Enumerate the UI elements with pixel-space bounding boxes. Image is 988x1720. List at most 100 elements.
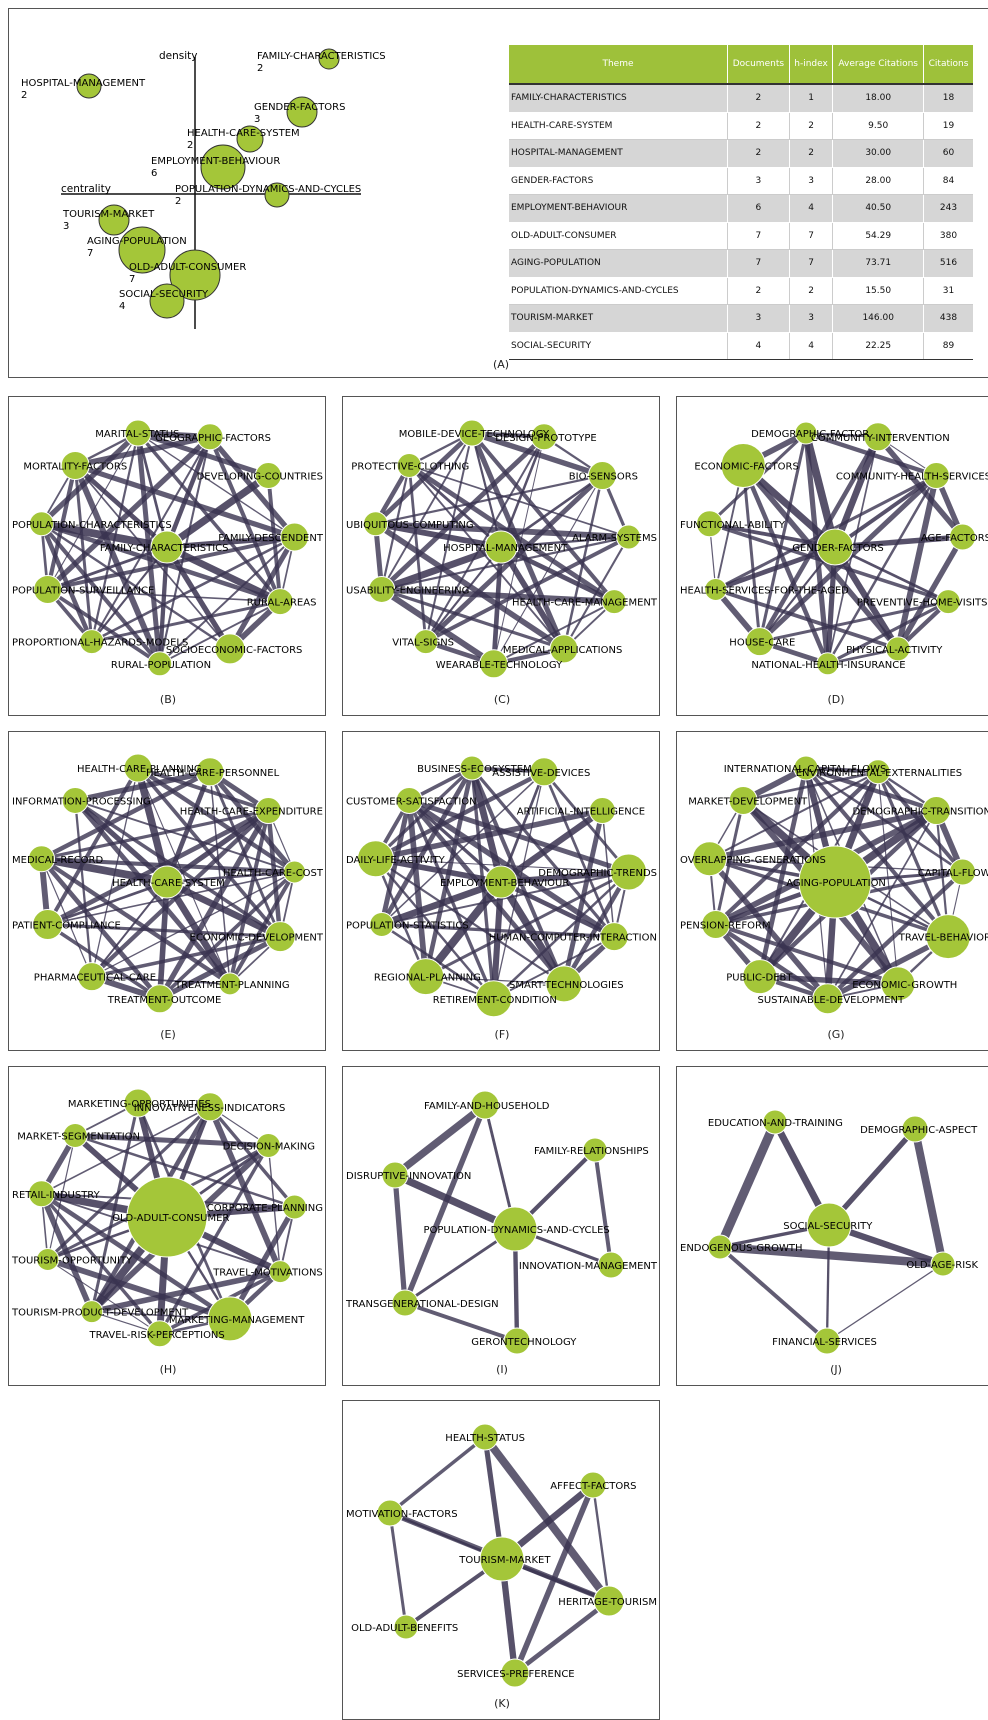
table-cell: 7 <box>728 250 790 278</box>
node-label: MARKETING-MANAGEMENT <box>169 1315 305 1326</box>
table-cell: 40.50 <box>833 195 924 223</box>
node-label: MORTALITY-FACTORS <box>23 462 127 473</box>
node-label: POPULATION-CHARACTERISTICS <box>12 520 172 531</box>
node-label: PROTECTIVE-CLOTHING <box>351 462 469 473</box>
node-label: CUSTOMER-SATISFACTION <box>346 797 477 808</box>
node-label: AGING-POPULATION <box>786 878 886 889</box>
panel-label-a: (A) <box>481 358 521 371</box>
node-label: OVERLAPPING-GENERATIONS <box>680 855 826 866</box>
table-cell: 60 <box>924 140 973 168</box>
node-label: EDUCATION-AND-TRAINING <box>708 1118 843 1129</box>
node-label: POPULATION-SURVEILLANCE <box>12 585 154 596</box>
node-label: TREATMENT-PLANNING <box>174 980 290 991</box>
edge <box>827 1264 943 1341</box>
table-cell: TOURISM-MARKET <box>509 305 728 333</box>
bubble-count: 2 <box>21 90 27 101</box>
node-label: TREATMENT-OUTCOME <box>107 995 222 1006</box>
network-graph-c: HOSPITAL-MANAGEMENTDESIGN-PROTOTYPEBIO-S… <box>343 397 659 713</box>
node-label: AGE-FACTORS <box>921 533 988 544</box>
node-label: HEALTH-CARE-EXPENDITURE <box>180 807 323 818</box>
node-label: FAMILY-RELATIONSHIPS <box>534 1146 649 1157</box>
node-label: TRAVEL-BEHAVIOR <box>898 933 988 944</box>
node-label: HEALTH-CARE-PLANNING <box>77 764 202 775</box>
node-label: INTERNATIONAL-CAPITAL-FLOWS <box>724 764 887 775</box>
bubble-label: TOURISM-MARKET <box>62 209 155 220</box>
node-label: CAPITAL-FLOW <box>918 868 988 879</box>
axis-label-density: density <box>159 50 198 62</box>
table-cell: GENDER-FACTORS <box>509 167 728 195</box>
panel-label-i: (I) <box>482 1363 522 1376</box>
table-cell: 380 <box>924 222 973 250</box>
table-cell: 15.50 <box>833 277 924 305</box>
network-graph-b: FAMILY-CHARACTERISTICSGEOGRAPHIC-FACTORS… <box>9 397 325 713</box>
network-graph-f: EMPLOYMENT-BEHAVIOURASSISTIVE-DEVICESART… <box>343 732 659 1048</box>
edge <box>915 1129 943 1264</box>
node-label: INNOVATION-MANAGEMENT <box>519 1261 658 1272</box>
panel-label-g: (G) <box>816 1028 856 1041</box>
node-label: FAMILY-CHARACTERISTICS <box>100 543 229 554</box>
panel-label-k: (K) <box>482 1697 522 1710</box>
table-header-1: Documents <box>728 45 790 84</box>
node-label: RURAL-POPULATION <box>111 660 211 671</box>
node-label: SMART-TECHNOLOGIES <box>509 980 624 991</box>
edge <box>720 1247 827 1341</box>
table-cell: 73.71 <box>833 250 924 278</box>
table-cell: 146.00 <box>833 305 924 333</box>
table-cell: 3 <box>728 167 790 195</box>
node-label: PENSION-REFORM <box>680 920 771 931</box>
table-cell: 243 <box>924 195 973 223</box>
table-cell: POPULATION-DYNAMICS-AND-CYCLES <box>509 277 728 305</box>
network-graph-d: GENDER-FACTORSCOMMUNITY-INTERVENTIONCOMM… <box>677 397 988 713</box>
bubble-count: 2 <box>257 63 263 74</box>
edge <box>395 1175 405 1303</box>
table-cell: 54.29 <box>833 222 924 250</box>
node-label: DAILY-LIFE-ACTIVITY <box>346 855 446 866</box>
table-cell: 3 <box>789 167 833 195</box>
node-label: DEMOGRAPHIC-ASPECT <box>860 1125 978 1136</box>
node-label: ENDOGENOUS-GROWTH <box>680 1243 803 1254</box>
node-label: RETIREMENT-CONDITION <box>433 995 557 1006</box>
edge <box>48 1259 160 1333</box>
edge <box>390 1437 485 1513</box>
node-label: MARKETING-OPPORTUNITIES <box>68 1099 211 1110</box>
node-label: DEVELOPING-COUNTRIES <box>197 472 323 483</box>
edge <box>390 1513 406 1627</box>
node-label: SERVICES-PREFERENCE <box>457 1669 575 1680</box>
table-cell: HEALTH-CARE-SYSTEM <box>509 112 728 140</box>
table-cell: FAMILY-CHARACTERISTICS <box>509 84 728 112</box>
table-cell: 7 <box>728 222 790 250</box>
node-label: MEDICAL-APPLICATIONS <box>503 645 622 656</box>
bubble-count: 7 <box>87 248 93 259</box>
network-graph-g: AGING-POPULATIONENVIRONMENTAL-EXTERNALIT… <box>677 732 988 1048</box>
node-label: WEARABLE-TECHNOLOGY <box>436 660 563 671</box>
node-label: HEALTH-CARE-COST <box>223 868 324 879</box>
node-label: PUBLIC-DEBT <box>726 973 793 984</box>
node-label: OLD-AGE-RISK <box>906 1260 978 1271</box>
table-cell: 19 <box>924 112 973 140</box>
panel-label-d: (D) <box>816 693 856 706</box>
node-label: POPULATION-STATISTICS <box>346 920 469 931</box>
bubble-label: FAMILY-CHARACTERISTICS <box>257 51 386 62</box>
node-label: MARKET-DEVELOPMENT <box>688 797 808 808</box>
table-cell: 2 <box>789 140 833 168</box>
node-label: HEALTH-SERVICES-FOR-THE-AGED <box>680 585 849 596</box>
table-cell: 28.00 <box>833 167 924 195</box>
labels: OLD-ADULT-CONSUMERINNOVATIVENESS-INDICAT… <box>11 1099 323 1341</box>
table-cell: 84 <box>924 167 973 195</box>
node-label: DEMOGRAPHIC-FACTOR <box>751 429 869 440</box>
bubble-label: HOSPITAL-MANAGEMENT <box>21 78 146 89</box>
node-label: DEMOGRAPHIC-TRANSITION <box>853 807 988 818</box>
table-cell: 3 <box>789 305 833 333</box>
bubble-count: 6 <box>151 168 157 179</box>
bubble-label: SOCIAL-SECURITY <box>119 289 209 300</box>
node-label: CORPORATE-PLANNING <box>207 1203 323 1214</box>
